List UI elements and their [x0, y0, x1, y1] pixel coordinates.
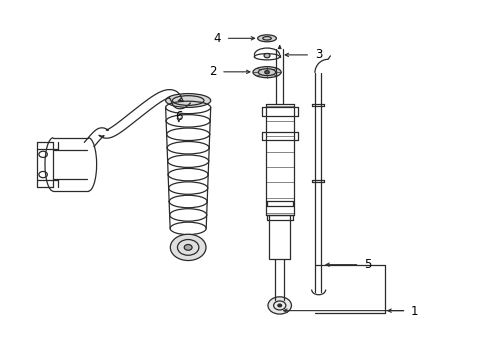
Ellipse shape	[252, 67, 281, 78]
Ellipse shape	[257, 35, 276, 42]
Circle shape	[264, 53, 269, 58]
Circle shape	[184, 244, 192, 250]
Ellipse shape	[165, 94, 210, 107]
Circle shape	[170, 234, 205, 261]
Circle shape	[264, 71, 269, 74]
Text: 3: 3	[314, 48, 322, 62]
Text: 1: 1	[410, 305, 418, 318]
Text: 5: 5	[364, 258, 371, 271]
Text: 4: 4	[213, 32, 221, 45]
Circle shape	[277, 304, 281, 307]
Text: 2: 2	[208, 65, 216, 78]
Text: 6: 6	[175, 109, 182, 122]
Circle shape	[267, 297, 291, 314]
